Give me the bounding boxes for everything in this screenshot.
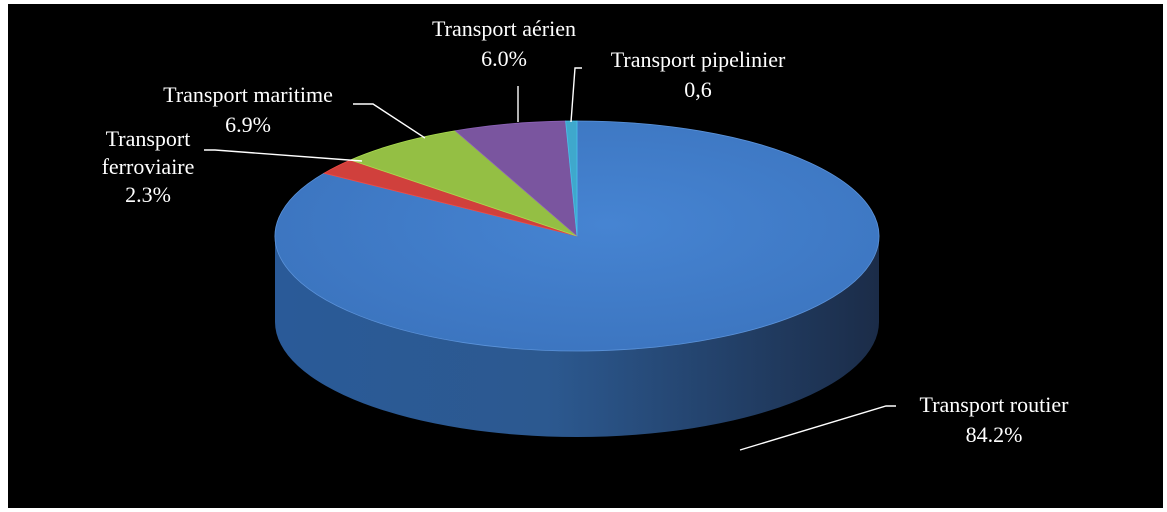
slice-label-3: Transport maritime 6.9%	[163, 82, 333, 137]
leader-line-5	[570, 67, 582, 123]
slice-labels: Transport routier 84.2% Transport ferroviai…	[102, 16, 1070, 447]
slice-label-4: Transport aérien 6.0%	[432, 16, 576, 71]
slice-label-line: Transport	[106, 126, 191, 151]
slice-label-line: 6.9%	[225, 112, 271, 137]
leader-line-1	[739, 405, 896, 451]
slice-label-line: 0,6	[684, 77, 712, 102]
pie-top-faces	[274, 120, 880, 352]
slice-label-line: Transport maritime	[163, 82, 333, 107]
chart-area: Transport routier 84.2% Transport ferroviai…	[8, 4, 1163, 508]
leader-lines	[204, 67, 896, 451]
leader-line-3	[353, 103, 426, 139]
slice-label-line: ferroviaire	[102, 154, 195, 179]
slice-label-5: Transport pipelinier 0,6	[611, 47, 786, 102]
pie-side-walls	[275, 236, 879, 437]
pie-side-1	[275, 236, 879, 437]
pie-slice-3	[349, 130, 578, 237]
slice-label-line: Transport pipelinier	[611, 47, 786, 72]
slice-label-line: 2.3%	[125, 182, 171, 207]
slice-label-2: Transport ferroviaire 2.3%	[102, 126, 195, 207]
pie-chart: Transport routier 84.2% Transport ferroviai…	[102, 16, 1070, 451]
slice-label-line: Transport routier	[920, 392, 1070, 417]
slice-label-1: Transport routier 84.2%	[920, 392, 1070, 447]
slice-label-line: Transport aérien	[432, 16, 576, 41]
slice-label-line: 84.2%	[966, 422, 1023, 447]
slice-label-line: 6.0%	[481, 46, 527, 71]
leader-line-2	[204, 149, 363, 162]
